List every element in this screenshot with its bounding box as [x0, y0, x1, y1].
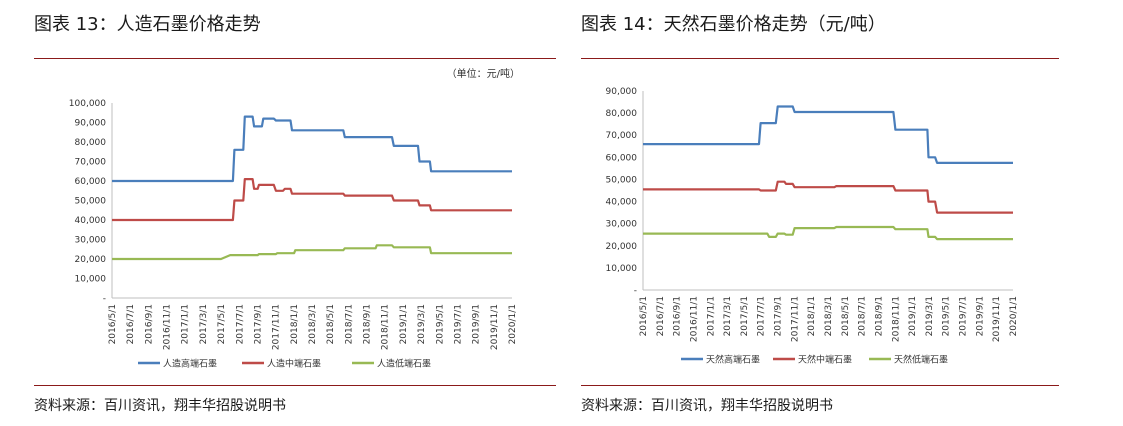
- chart2-x-tick-label: 2017/9/1: [774, 296, 784, 336]
- chart2-x-tick-label: 2016/9/1: [673, 296, 683, 336]
- chart2-x-tick-label: 2016/11/1: [689, 296, 699, 342]
- chart1-x-tick-label: 2019/11/1: [490, 304, 500, 350]
- chart1-x-tick-label: 2019/9/1: [472, 304, 482, 344]
- chart2-series-line-2: [643, 180, 1013, 214]
- chart1-x-tick-label: 2016/7/1: [126, 304, 136, 344]
- chart2-legend-label-2: 天然中端石墨: [798, 354, 852, 366]
- chart2-y-tick-label: 70,000: [606, 131, 638, 141]
- chart2-y-tick-label: 20,000: [606, 242, 638, 252]
- chart2-x-tick-label: 2017/1/1: [706, 296, 716, 336]
- chart2-series-line-1: [643, 105, 1013, 164]
- chart1-x-tick-label: 2017/9/1: [253, 304, 263, 344]
- chart1-legend-label-2: 人造中端石墨: [267, 358, 321, 370]
- chart1-x-tick-label: 2017/7/1: [235, 304, 245, 344]
- chart1-x-tick-label: 2019/7/1: [453, 304, 463, 344]
- chart2-y-tick-label: -: [634, 286, 637, 296]
- chart1-series-line-1: [112, 115, 512, 183]
- right-top-rule: [581, 58, 1059, 59]
- chart1-x-tick-label: 2018/7/1: [344, 304, 354, 344]
- chart2-y-tick-label: 50,000: [606, 175, 638, 185]
- chart1-y-tick-label: 50,000: [75, 197, 107, 207]
- chart1-x-tick-label: 2016/11/1: [163, 304, 173, 350]
- chart2-x-tick-label: 2019/3/1: [925, 296, 935, 336]
- chart2-y-tick-label: 10,000: [606, 264, 638, 274]
- chart1-y-tick-label: -: [103, 294, 106, 304]
- chart1-x-tick-label: 2016/5/1: [108, 304, 118, 344]
- chart2-x-tick-label: 2017/11/1: [790, 296, 800, 342]
- left-unit-label: （单位：元/吨）: [447, 67, 520, 80]
- chart2-y-tick-label: 80,000: [606, 109, 638, 119]
- chart2-x-tick-label: 2018/11/1: [891, 296, 901, 342]
- chart2-x-tick-label: 2018/5/1: [841, 296, 851, 336]
- chart1-x-tick-label: 2016/9/1: [144, 304, 154, 344]
- left-line-chart: （单位：元/吨） - 10,000 20,000 30,000 40,000 50,000…: [69, 67, 520, 370]
- chart1-y-tick-label: 60,000: [75, 177, 107, 187]
- chart2-y-tick-label: 30,000: [606, 220, 638, 230]
- chart2-y-tick-label: 60,000: [606, 153, 638, 163]
- chart2-x-tick-label: 2016/5/1: [639, 296, 649, 336]
- chart1-x-tick-label: 2018/5/1: [326, 304, 336, 344]
- chart1-x-tick-label: 2017/11/1: [272, 304, 282, 350]
- chart1-y-tick-label: 40,000: [75, 216, 107, 226]
- chart1-legend-label-3: 人造低端石墨: [377, 358, 431, 370]
- left-figure-panel: 图表 13：人造石墨价格走势 （单位：元/吨） - 10,000 20,000 30,…: [34, 0, 556, 426]
- chart2-x-tick-label: 2020/1/1: [1009, 296, 1019, 336]
- chart1-x-tick-label: 2017/1/1: [181, 304, 191, 344]
- chart2-x-tick-label: 2018/3/1: [824, 296, 834, 336]
- chart1-y-tick-label: 20,000: [75, 255, 107, 265]
- chart2-x-tick-label: 2017/3/1: [723, 296, 733, 336]
- chart1-series-line-3: [112, 244, 512, 261]
- chart2-y-tick-label: 40,000: [606, 198, 638, 208]
- chart1-y-tick-label: 80,000: [75, 138, 107, 148]
- left-source-note: 资料来源：百川资讯，翔丰华招股说明书: [34, 398, 286, 414]
- chart2-x-tick-label: 2016/7/1: [656, 296, 666, 336]
- chart1-x-tick-label: 2018/9/1: [363, 304, 373, 344]
- chart1-x-tick-label: 2019/5/1: [435, 304, 445, 344]
- right-figure-panel: 图表 14：天然石墨价格走势（元/吨） - 10,000 20,000 30,000 4…: [581, 0, 1059, 426]
- left-figure-title: 图表 13：人造石墨价格走势: [34, 14, 261, 35]
- right-line-chart: - 10,000 20,000 30,000 40,000 50,000 60,000 70,…: [606, 87, 1020, 366]
- chart2-x-tick-label: 2018/9/1: [874, 296, 884, 336]
- chart2-legend-label-1: 天然高端石墨: [706, 354, 760, 366]
- chart1-legend-label-1: 人造高端石墨: [163, 358, 217, 370]
- left-top-rule: [34, 58, 556, 59]
- chart1-y-tick-label: 10,000: [75, 275, 107, 285]
- chart1-y-tick-label: 70,000: [75, 158, 107, 168]
- chart2-x-tick-label: 2017/7/1: [757, 296, 767, 336]
- chart2-x-tick-label: 2019/1/1: [908, 296, 918, 336]
- chart1-x-tick-label: 2018/1/1: [290, 304, 300, 344]
- chart1-series-line-2: [112, 178, 512, 222]
- chart2-x-tick-label: 2018/1/1: [807, 296, 817, 336]
- chart2-x-tick-label: 2019/7/1: [959, 296, 969, 336]
- right-bottom-rule: [581, 385, 1059, 386]
- chart1-x-tick-label: 2018/3/1: [308, 304, 318, 344]
- chart2-x-tick-label: 2017/5/1: [740, 296, 750, 336]
- chart2-x-tick-label: 2018/7/1: [858, 296, 868, 336]
- right-source-note: 资料来源：百川资讯，翔丰华招股说明书: [581, 398, 833, 414]
- chart2-x-tick-label: 2019/11/1: [992, 296, 1002, 342]
- chart2-x-tick-label: 2019/5/1: [942, 296, 952, 336]
- chart1-x-tick-label: 2019/3/1: [417, 304, 427, 344]
- chart1-y-tick-label: 30,000: [75, 236, 107, 246]
- left-bottom-rule: [34, 385, 556, 386]
- chart1-y-tick-label: 100,000: [69, 99, 106, 109]
- chart1-y-tick-label: 90,000: [75, 119, 107, 129]
- chart1-x-tick-label: 2017/3/1: [199, 304, 209, 344]
- chart2-legend-label-3: 天然低端石墨: [894, 354, 948, 366]
- right-figure-title: 图表 14：天然石墨价格走势（元/吨）: [581, 14, 886, 35]
- chart2-y-tick-label: 90,000: [606, 87, 638, 97]
- chart1-x-tick-label: 2017/5/1: [217, 304, 227, 344]
- chart1-x-tick-label: 2020/1/1: [508, 304, 518, 344]
- chart1-x-tick-label: 2019/1/1: [399, 304, 409, 344]
- chart2-series-line-3: [643, 225, 1013, 241]
- chart1-x-tick-label: 2018/11/1: [381, 304, 391, 350]
- chart2-x-tick-label: 2019/9/1: [975, 296, 985, 336]
